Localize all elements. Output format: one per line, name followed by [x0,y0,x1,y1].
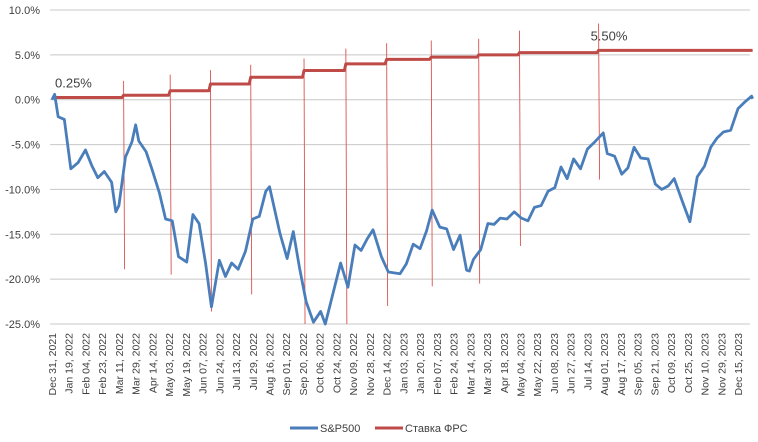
x-tick-label: Dec 31, 2021 [47,333,59,396]
data-label: 0.25% [55,75,92,90]
legend-label-fed-rate: Ставка ФРС [405,423,468,435]
x-tick-label: May 03, 2022 [164,333,176,397]
y-axis-tick-labels: 10.0% 5.0% 0.0% -5.0% -10.0% -15.0% -20.0% -25.… [5,5,40,331]
x-tick-label: Jun 08, 2023 [549,333,561,394]
x-tick-label: Oct 25, 2023 [683,333,695,393]
x-tick-label: Nov 29, 2023 [716,333,728,396]
x-tick-label: Nov 09, 2022 [348,333,360,396]
y-tick-label: -10.0% [5,184,40,196]
series-lines [50,48,754,326]
x-tick-label: Apr 14, 2022 [147,333,159,393]
fed-meeting-line [478,38,481,284]
x-tick-label: Sep 20, 2022 [298,333,310,396]
x-tick-label: Feb 07, 2023 [432,333,444,395]
x-tick-label: Dec 15, 2023 [733,333,745,396]
x-tick-label: Feb 23, 2022 [97,333,109,395]
x-tick-label: Oct 09, 2023 [666,333,678,393]
x-tick-label: Sep 05, 2023 [633,333,645,396]
x-tick-label: Oct 24, 2022 [331,333,343,393]
y-tick-label: -25.0% [5,319,40,331]
x-tick-label: Sep 21, 2023 [649,333,661,396]
fed-meeting-line [598,23,601,180]
x-tick-label: Mar 11, 2022 [114,333,126,394]
x-tick-label: Jun 24, 2022 [214,333,226,394]
x-tick-label: Feb 04, 2022 [80,333,92,395]
x-tick-label: Aug 01, 2023 [599,333,611,396]
x-tick-label: Nov 28, 2022 [365,333,377,396]
fed-meeting-line [210,70,212,312]
fed-meeting-line [518,30,521,246]
x-tick-label: Sep 01, 2022 [281,333,293,396]
y-tick-label: 0.0% [15,95,40,107]
x-tick-label: Oct 06, 2022 [315,333,327,393]
y-tick-label: 10.0% [9,5,40,17]
fed-meeting-line [386,43,389,307]
x-tick-label: Jul 14, 2023 [582,333,594,390]
x-tick-label: Aug 17, 2023 [616,333,628,396]
data-labels: 0.25% 5.50% [55,28,628,90]
x-tick-label: Jul 13, 2022 [231,333,243,390]
x-tick-label: Feb 24, 2023 [449,333,461,395]
x-tick-label: Jan 03, 2023 [398,333,410,394]
x-tick-label: Jul 29, 2022 [248,333,260,390]
fed-meeting-line [169,74,172,275]
x-tick-label: Mar 30, 2023 [482,333,494,395]
y-tick-label: -5.0% [11,140,40,152]
x-tick-label: May 04, 2023 [515,333,527,397]
x-tick-label: May 22, 2023 [532,333,544,397]
x-tick-label: Jan 20, 2023 [415,333,427,394]
x-tick-label: Mar 29, 2022 [131,333,143,395]
x-tick-label: Dec 14, 2022 [382,333,394,396]
data-label: 5.50% [591,28,628,43]
legend: S&P500 Ставка ФРС [290,423,468,435]
x-tick-label: Jun 07, 2022 [198,333,210,394]
x-axis-tick-labels: Dec 31, 2021 Jan 19, 2022 Feb 04, 2022 Feb … [47,333,745,397]
legend-label-sp500: S&P500 [320,423,360,435]
fed-meeting-line [303,58,306,325]
y-tick-label: -15.0% [5,229,40,241]
fed-meeting-line [430,40,433,287]
x-tick-label: Jan 19, 2022 [64,333,76,394]
sp500-line [50,92,754,326]
x-tick-label: May 19, 2022 [181,333,193,397]
fed-meeting-line [250,64,253,295]
y-tick-label: 5.0% [15,50,40,62]
x-tick-label: Jun 27, 2023 [566,333,578,394]
fed-meeting-line [345,48,348,325]
x-tick-label: Aug 16, 2022 [265,333,277,396]
x-tick-label: Apr 18, 2023 [499,333,511,393]
x-tick-label: Nov 10, 2023 [700,333,712,396]
gridlines [50,9,750,325]
x-tick-label: Mar 14, 2023 [465,333,477,395]
fed-rate-line [52,48,753,99]
y-tick-label: -20.0% [5,274,40,286]
